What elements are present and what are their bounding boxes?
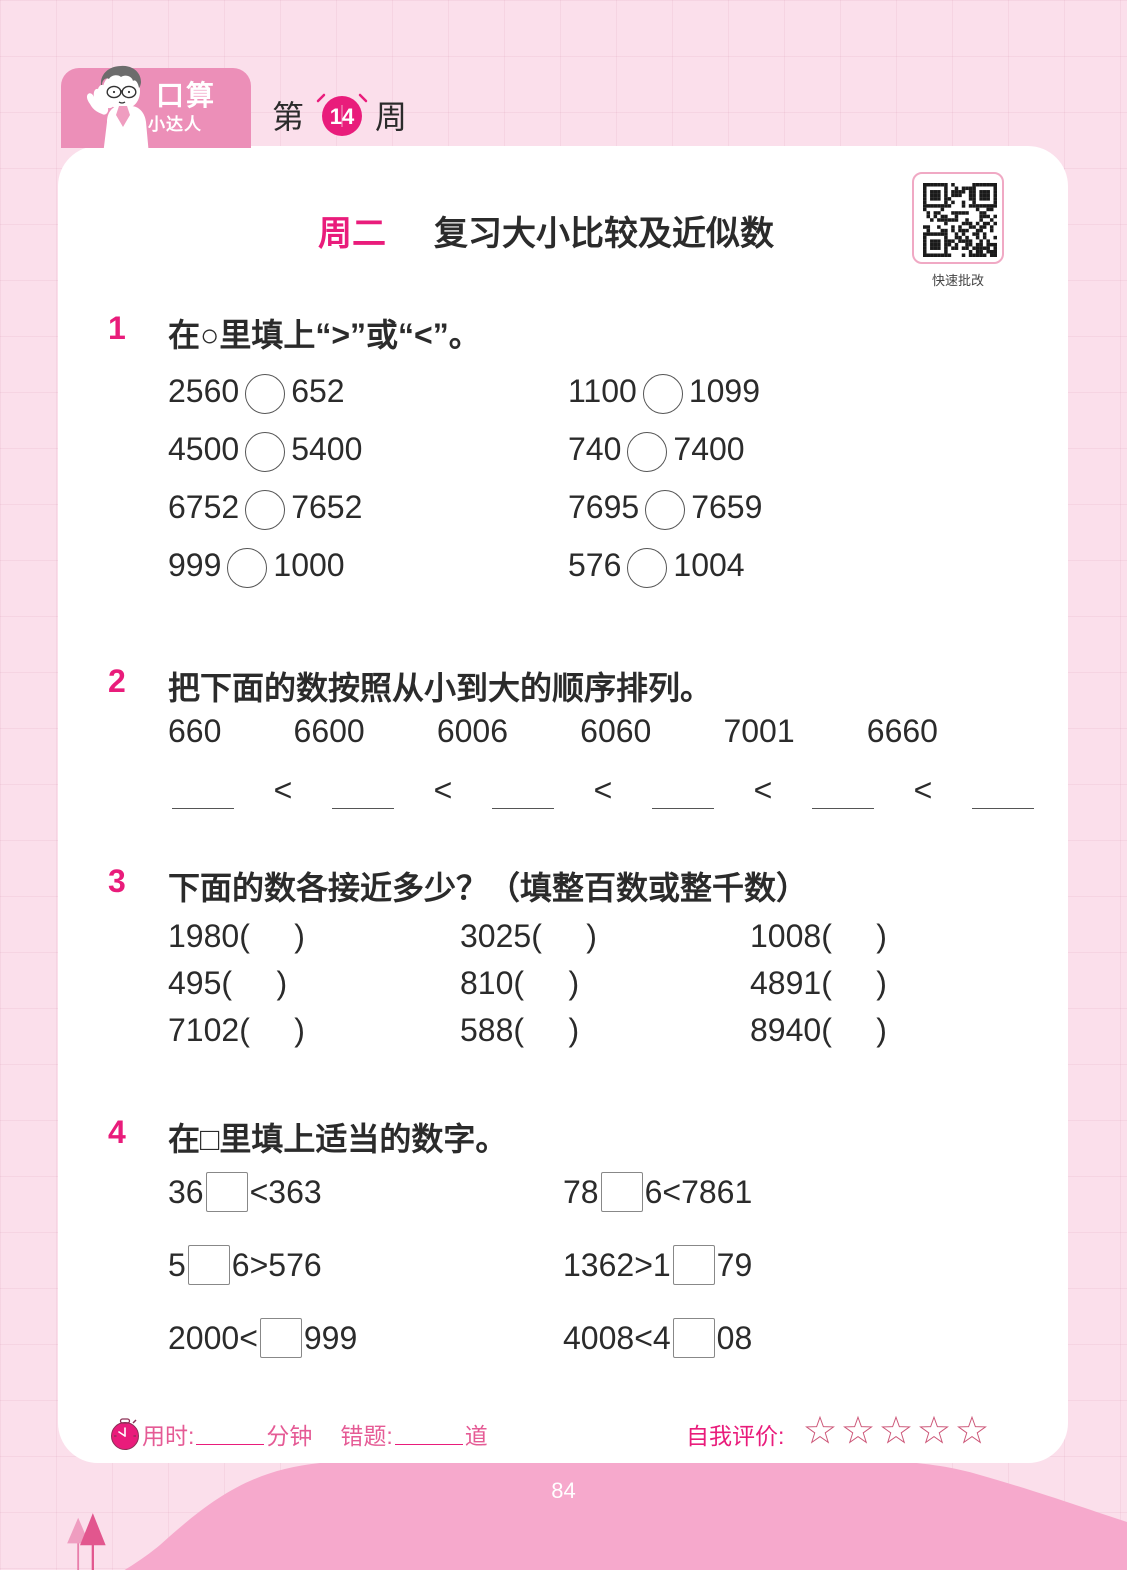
svg-text:14: 14 — [330, 104, 355, 129]
